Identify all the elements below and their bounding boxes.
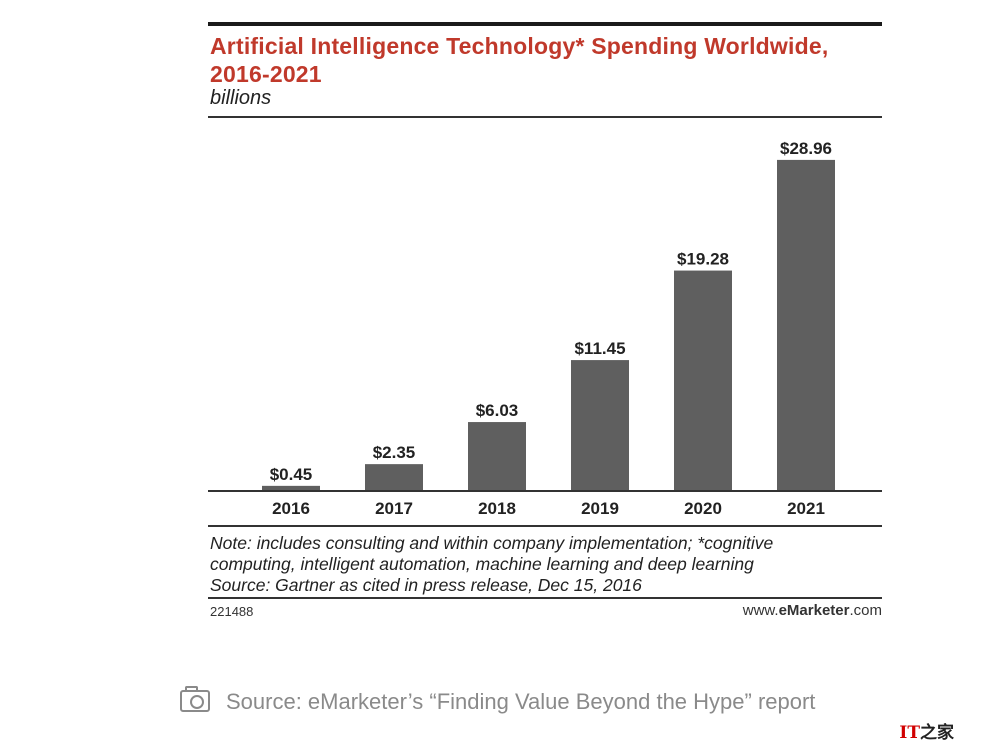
bar-2016 (262, 485, 320, 491)
bar-2018 (468, 422, 526, 491)
value-label-2020: $19.28 (677, 250, 729, 269)
watermark-brand: IT (899, 723, 920, 743)
emarketer-link[interactable]: www.eMarketer.com (743, 602, 882, 619)
bar-2019 (571, 360, 629, 491)
caption-text: Source: eMarketer’s “Finding Value Beyon… (226, 689, 816, 714)
bar-2017 (365, 464, 423, 491)
camera-icon (180, 686, 210, 712)
top-rule (208, 22, 882, 26)
chart-title: Artificial Intelligence Technology* Spen… (210, 33, 829, 87)
x-tick-2016: 2016 (272, 499, 310, 518)
image-caption: Source: eMarketer’s “Finding Value Beyon… (180, 686, 860, 715)
x-tick-2021: 2021 (787, 499, 825, 518)
site-prefix: www. (742, 602, 779, 619)
chart-notes: Note: includes consulting and within com… (210, 533, 882, 596)
value-label-2021: $28.96 (780, 139, 832, 158)
value-label-2019: $11.45 (574, 339, 625, 358)
bar-chart: $0.45$2.35$6.03$11.45$19.28$28.96 2016 20… (208, 139, 882, 518)
site-watermark: IT之家 (899, 718, 954, 743)
x-tick-2020: 2020 (684, 499, 722, 518)
x-tick-2017: 2017 (375, 499, 413, 518)
header-rule (208, 116, 882, 118)
value-label-2017: $2.35 (373, 443, 416, 462)
note-line-1: Note: includes consulting and within com… (210, 533, 774, 553)
chart-id: 221488 (210, 604, 254, 619)
site-suffix: .com (849, 602, 882, 619)
x-tick-2019: 2019 (581, 499, 619, 518)
value-label-2018: $6.03 (476, 401, 519, 420)
chart-subtitle: billions (210, 87, 272, 109)
bar-2020 (674, 270, 732, 491)
bars-group: $0.45 $2.35 $6.03 $11.45 $19.28 $28.96 (262, 139, 835, 491)
footer-rule (208, 597, 882, 599)
watermark-suffix: 之家 (920, 723, 954, 742)
bar-2021 (777, 159, 835, 491)
chart-figure: Artificial Intelligence Technology* Spen… (208, 22, 882, 632)
notes-rule (208, 525, 882, 527)
x-tick-2018: 2018 (478, 499, 516, 518)
value-label-2016: $0.45 (270, 465, 313, 484)
note-line-2: computing, intelligent automation, machi… (210, 554, 754, 574)
source-line: Source: Gartner as cited in press releas… (210, 575, 642, 595)
site-brand: eMarketer (778, 602, 850, 619)
tick-labels-group: 2016 2017 2018 2019 2020 2021 (272, 499, 825, 518)
